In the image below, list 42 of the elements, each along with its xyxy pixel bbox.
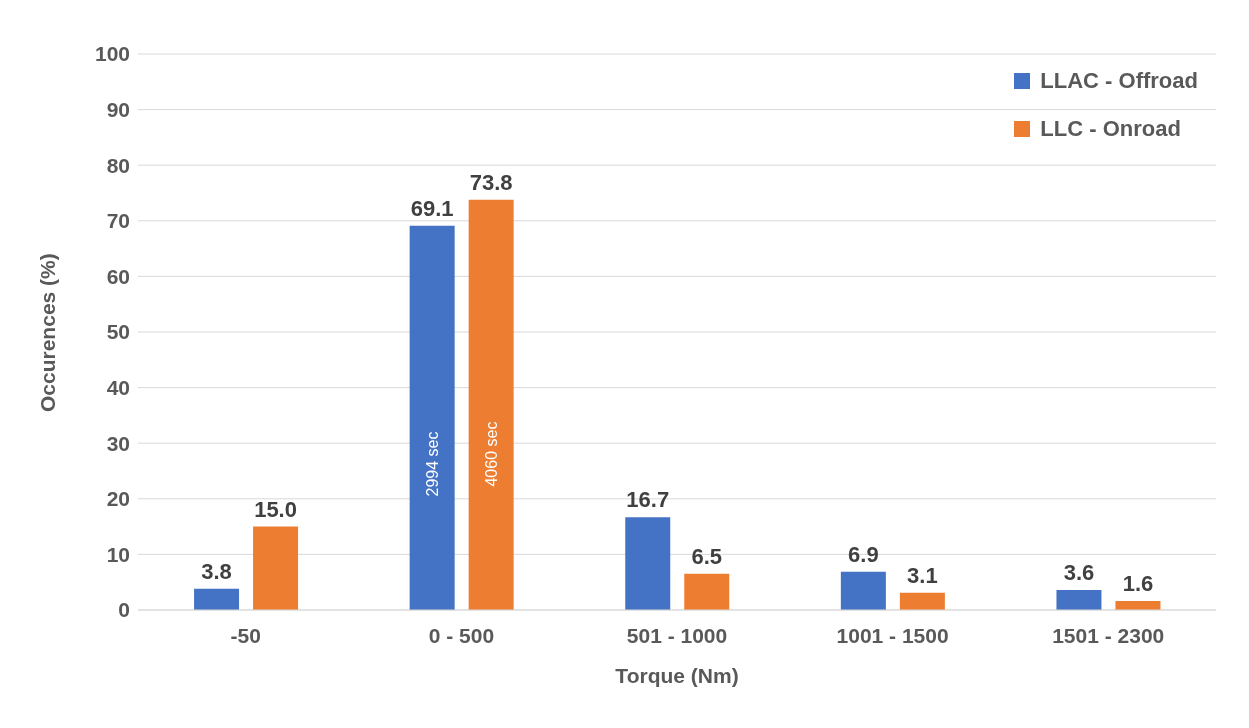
legend-label: LLC - Onroad [1040, 116, 1181, 142]
bar [840, 571, 886, 610]
annotation: 2994 sec [423, 431, 441, 497]
y-tick-label: 40 [106, 376, 130, 400]
data-label: 69.1 [410, 195, 454, 221]
bar [253, 526, 299, 610]
y-tick-label: 30 [106, 431, 130, 455]
bar [468, 199, 514, 610]
data-label: 3.6 [1063, 559, 1095, 585]
data-label: 3.1 [907, 562, 938, 588]
bar [409, 225, 455, 610]
y-tick-label: 0 [118, 598, 130, 622]
y-tick-label: 10 [106, 542, 130, 566]
data-label: 73.8 [469, 169, 513, 195]
annotation: 4060 sec [482, 421, 500, 487]
y-tick-label: 80 [106, 153, 130, 177]
data-label: 6.9 [848, 541, 879, 567]
x-tick-label: 1001 - 1500 [836, 623, 949, 647]
y-tick-label: 20 [106, 487, 130, 511]
y-axis-title: Occurences (%) [36, 253, 60, 412]
y-tick-label: 100 [94, 42, 130, 66]
x-tick-label: 501 - 1000 [626, 623, 728, 647]
x-tick-label: 1501 - 2300 [1052, 623, 1165, 647]
y-tick-label: 50 [106, 320, 130, 344]
y-tick-label: 90 [106, 98, 130, 122]
bar [899, 592, 945, 610]
data-label: 6.5 [691, 543, 723, 569]
x-axis-title: Torque (Nm) [615, 663, 739, 687]
x-tick-label: -50 [230, 623, 261, 647]
data-label: 3.8 [201, 558, 232, 584]
bar [1115, 601, 1161, 610]
y-tick-label: 60 [106, 264, 130, 288]
bar [684, 573, 730, 610]
legend-label: LLAC - Offroad [1040, 68, 1198, 94]
data-label: 16.7 [626, 487, 670, 513]
bar [194, 588, 240, 610]
data-label: 15.0 [254, 496, 297, 522]
data-label: 1.6 [1122, 571, 1154, 597]
bar [1056, 589, 1102, 610]
y-tick-label: 70 [106, 209, 130, 233]
x-tick-label: 0 - 500 [428, 623, 495, 647]
bar [625, 517, 671, 610]
